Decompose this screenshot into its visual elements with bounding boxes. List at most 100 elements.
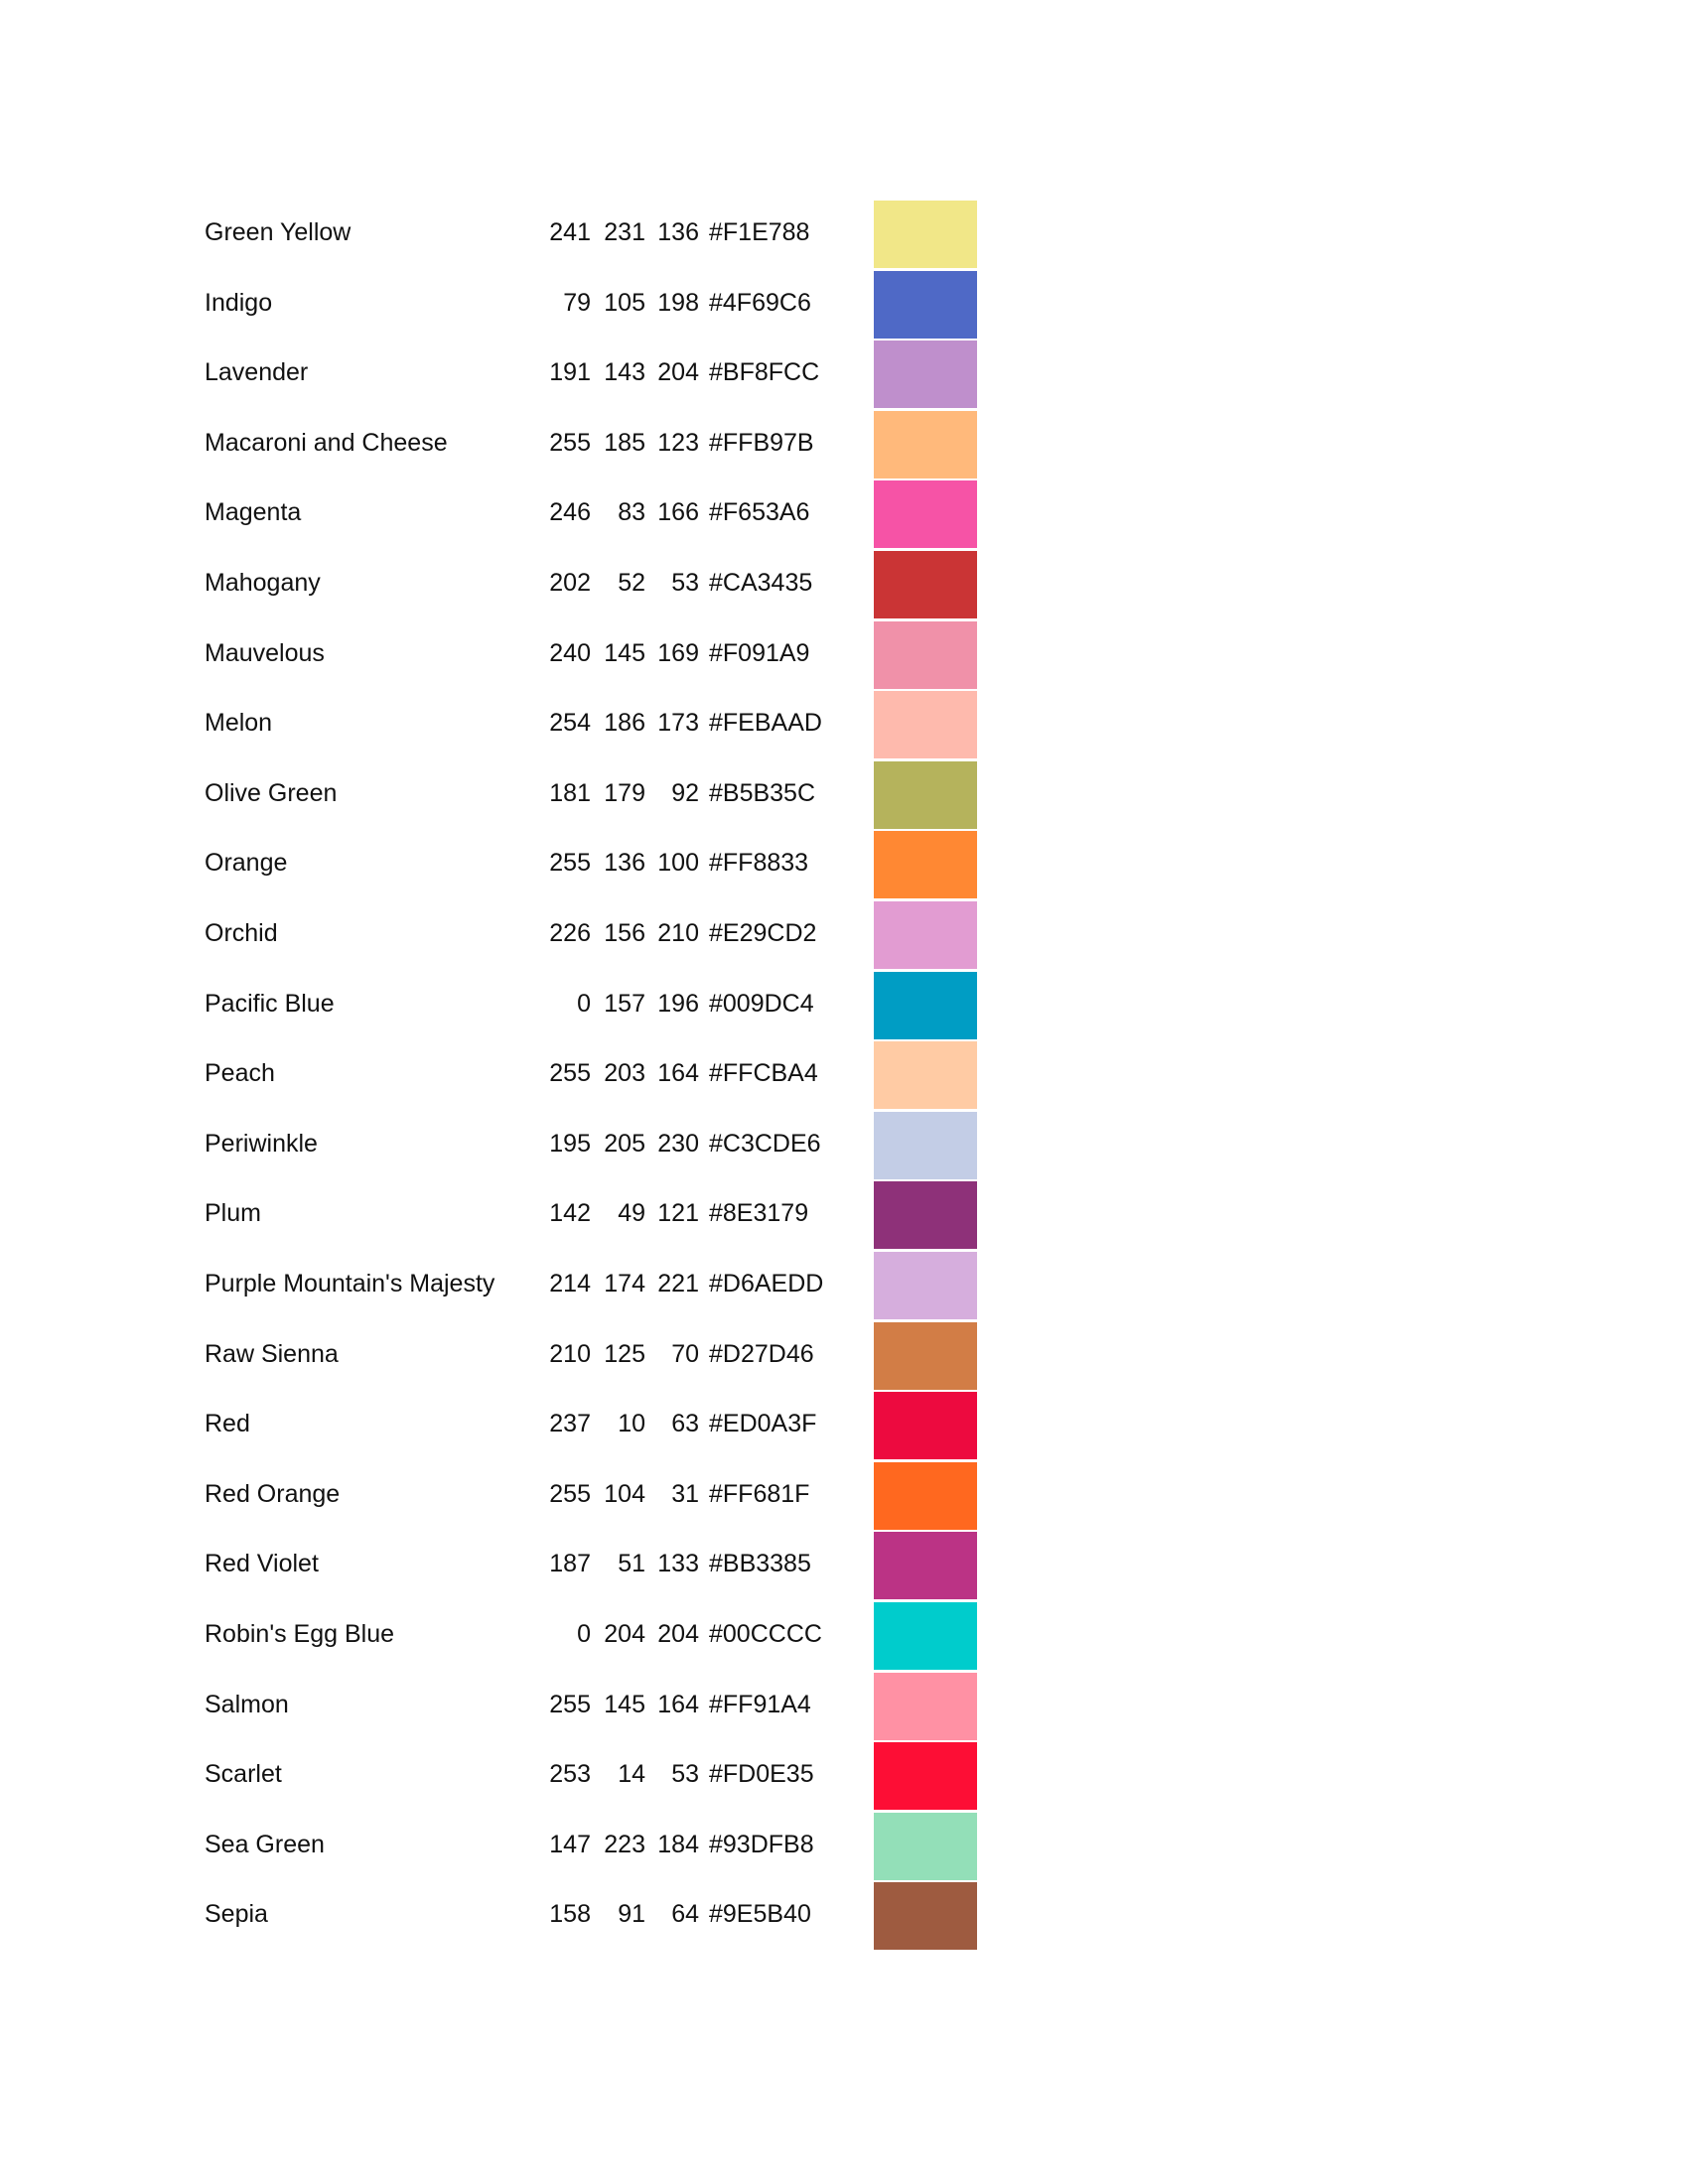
hex-code: #FFB97B <box>709 428 814 457</box>
color-row: Green Yellow 241 231 136 #F1E788 <box>0 201 1688 271</box>
color-row: Red 237 10 63 #ED0A3F <box>0 1392 1688 1462</box>
color-name: Pacific Blue <box>205 989 335 1018</box>
color-swatch <box>874 341 977 409</box>
color-swatch <box>874 1181 977 1250</box>
color-swatch <box>874 1111 977 1179</box>
hex-code: #00CCCC <box>709 1620 822 1648</box>
green-value: 49 <box>618 1199 645 1228</box>
green-value: 157 <box>604 989 645 1018</box>
color-name: Raw Sienna <box>205 1339 339 1368</box>
color-name: Macaroni and Cheese <box>205 428 448 457</box>
red-value: 195 <box>549 1129 591 1158</box>
color-name: Orchid <box>205 919 278 947</box>
green-value: 186 <box>604 709 645 738</box>
color-row: Sea Green 147 223 184 #93DFB8 <box>0 1812 1688 1883</box>
blue-value: 53 <box>671 569 699 597</box>
color-name: Salmon <box>205 1690 289 1718</box>
blue-value: 198 <box>657 288 699 317</box>
color-row: Raw Sienna 210 125 70 #D27D46 <box>0 1321 1688 1393</box>
green-value: 231 <box>604 218 645 246</box>
hex-code: #BF8FCC <box>709 358 820 387</box>
blue-value: 123 <box>657 428 699 457</box>
green-value: 179 <box>604 778 645 807</box>
color-swatch <box>874 1812 977 1880</box>
hex-code: #4F69C6 <box>709 288 811 317</box>
color-row: Melon 254 186 173 #FEBAAD <box>0 691 1688 761</box>
blue-value: 221 <box>657 1270 699 1297</box>
blue-value: 53 <box>671 1760 699 1789</box>
blue-value: 166 <box>657 498 699 527</box>
color-row: Salmon 255 145 164 #FF91A4 <box>0 1672 1688 1743</box>
red-value: 158 <box>549 1900 591 1929</box>
color-row: Pacific Blue 0 157 196 #009DC4 <box>0 971 1688 1042</box>
green-value: 51 <box>618 1550 645 1578</box>
red-value: 0 <box>577 1620 591 1648</box>
hex-code: #C3CDE6 <box>709 1129 821 1158</box>
green-value: 204 <box>604 1620 645 1648</box>
color-swatch <box>874 410 977 478</box>
color-row: Orange 255 136 100 #FF8833 <box>0 831 1688 901</box>
green-value: 136 <box>604 849 645 878</box>
color-swatch <box>874 1461 977 1530</box>
blue-value: 169 <box>657 638 699 667</box>
color-row: Mauvelous 240 145 169 #F091A9 <box>0 620 1688 692</box>
color-name: Indigo <box>205 288 273 317</box>
blue-value: 164 <box>657 1059 699 1088</box>
red-value: 226 <box>549 919 591 947</box>
hex-code: #F091A9 <box>709 638 810 667</box>
color-name: Robin's Egg Blue <box>205 1620 395 1648</box>
red-value: 142 <box>549 1199 591 1228</box>
red-value: 214 <box>549 1270 591 1297</box>
red-value: 202 <box>549 569 591 597</box>
hex-code: #FEBAAD <box>709 709 822 738</box>
blue-value: 136 <box>657 218 699 246</box>
hex-code: #ED0A3F <box>709 1410 817 1438</box>
green-value: 10 <box>618 1410 645 1438</box>
red-value: 253 <box>549 1760 591 1789</box>
color-name: Red Violet <box>205 1550 319 1578</box>
red-value: 255 <box>549 428 591 457</box>
red-value: 255 <box>549 1479 591 1508</box>
hex-code: #009DC4 <box>709 989 814 1018</box>
red-value: 254 <box>549 709 591 738</box>
red-value: 187 <box>549 1550 591 1578</box>
color-row: Red Orange 255 104 31 #FF681F <box>0 1461 1688 1533</box>
color-swatch <box>874 1602 977 1670</box>
color-row: Mahogany 202 52 53 #CA3435 <box>0 551 1688 621</box>
hex-code: #FF8833 <box>709 849 809 878</box>
blue-value: 204 <box>657 358 699 387</box>
color-row: Periwinkle 195 205 230 #C3CDE6 <box>0 1111 1688 1182</box>
red-value: 255 <box>549 849 591 878</box>
hex-code: #D6AEDD <box>709 1270 824 1297</box>
blue-value: 184 <box>657 1830 699 1858</box>
green-value: 205 <box>604 1129 645 1158</box>
green-value: 203 <box>604 1059 645 1088</box>
color-row: Scarlet 253 14 53 #FD0E35 <box>0 1742 1688 1813</box>
color-swatch <box>874 480 977 549</box>
blue-value: 64 <box>671 1900 699 1929</box>
color-row: Plum 142 49 121 #8E3179 <box>0 1181 1688 1252</box>
red-value: 147 <box>549 1830 591 1858</box>
red-value: 0 <box>577 989 591 1018</box>
color-name: Sepia <box>205 1900 268 1929</box>
red-value: 79 <box>563 288 591 317</box>
color-row: Purple Mountain's Majesty 214 174 221 #D6AED… <box>0 1252 1688 1322</box>
color-name: Sea Green <box>205 1830 325 1858</box>
hex-code: #FF91A4 <box>709 1690 811 1718</box>
color-name: Red Orange <box>205 1479 341 1508</box>
green-value: 91 <box>618 1900 645 1929</box>
color-row: Indigo 79 105 198 #4F69C6 <box>0 270 1688 341</box>
color-swatch <box>874 971 977 1039</box>
green-value: 14 <box>618 1760 645 1789</box>
blue-value: 173 <box>657 709 699 738</box>
color-swatch <box>874 1882 977 1951</box>
color-name: Lavender <box>205 358 309 387</box>
blue-value: 92 <box>671 778 699 807</box>
color-row: Magenta 246 83 166 #F653A6 <box>0 480 1688 551</box>
color-name: Olive Green <box>205 778 338 807</box>
green-value: 104 <box>604 1479 645 1508</box>
red-value: 181 <box>549 778 591 807</box>
red-value: 246 <box>549 498 591 527</box>
blue-value: 63 <box>671 1410 699 1438</box>
green-value: 125 <box>604 1339 645 1368</box>
